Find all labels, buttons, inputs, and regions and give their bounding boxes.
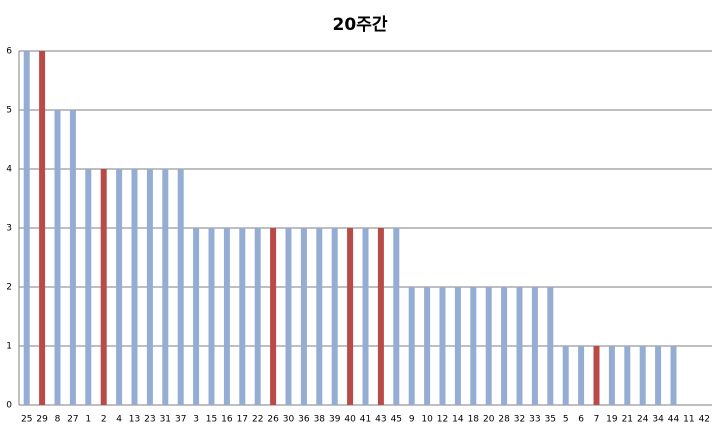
- x-tick-label: 45: [391, 415, 402, 425]
- bar: [470, 287, 477, 405]
- x-tick-label: 37: [175, 415, 186, 425]
- x-tick-label: 43: [375, 415, 386, 425]
- x-tick-label: 33: [529, 415, 540, 425]
- bar: [23, 51, 30, 405]
- bar: [439, 287, 446, 405]
- bar: [670, 346, 677, 405]
- bar: [639, 346, 646, 405]
- bar: [424, 287, 431, 405]
- bar: [624, 346, 631, 405]
- x-tick-label: 40: [344, 415, 356, 425]
- x-tick-label: 42: [699, 415, 710, 425]
- x-tick-label: 23: [144, 415, 155, 425]
- bar: [254, 228, 261, 405]
- bar: [501, 287, 508, 405]
- x-tick-label: 25: [21, 415, 32, 425]
- bar: [454, 287, 461, 405]
- bar: [239, 228, 246, 405]
- bar: [100, 169, 107, 405]
- chart-title: 20주간: [333, 15, 388, 35]
- bar: [193, 228, 200, 405]
- bar: [516, 287, 523, 405]
- x-tick-label: 28: [498, 415, 510, 425]
- x-tick-label: 9: [409, 415, 415, 425]
- bar: [393, 228, 400, 405]
- bar: [531, 287, 538, 405]
- x-tick-label: 15: [206, 415, 217, 425]
- bar: [593, 346, 600, 405]
- y-tick-label: 5: [6, 106, 12, 116]
- bar: [377, 228, 384, 405]
- x-tick-label: 22: [252, 415, 263, 425]
- x-tick-label: 41: [360, 415, 371, 425]
- bar: [39, 51, 46, 405]
- x-tick-label: 4: [116, 415, 122, 425]
- y-tick-label: 0: [6, 401, 12, 411]
- x-tick-label: 1: [85, 415, 91, 425]
- x-tick-label: 19: [606, 415, 618, 425]
- y-tick-label: 6: [6, 47, 12, 57]
- bar: [116, 169, 123, 405]
- bar: [54, 110, 61, 405]
- x-tick-label: 30: [283, 415, 295, 425]
- x-tick-label: 27: [67, 415, 78, 425]
- bar: [578, 346, 585, 405]
- bar: [177, 169, 184, 405]
- x-tick-label: 11: [683, 415, 694, 425]
- x-tick-label: 5: [563, 415, 569, 425]
- bar: [408, 287, 415, 405]
- x-tick-label: 24: [637, 415, 649, 425]
- x-tick-label: 7: [594, 415, 600, 425]
- bar: [162, 169, 169, 405]
- bar: [547, 287, 554, 405]
- bar: [608, 346, 615, 405]
- y-tick-label: 2: [6, 283, 12, 293]
- x-tick-label: 34: [652, 415, 664, 425]
- x-tick-label: 38: [314, 415, 326, 425]
- x-tick-label: 32: [514, 415, 525, 425]
- x-tick-label: 26: [267, 415, 279, 425]
- x-tick-label: 14: [452, 415, 464, 425]
- y-tick-label: 4: [6, 165, 12, 175]
- x-tick-label: 21: [622, 415, 633, 425]
- bar: [316, 228, 323, 405]
- x-tick-label: 8: [55, 415, 61, 425]
- y-tick-label: 1: [6, 342, 12, 352]
- x-tick-label: 12: [437, 415, 448, 425]
- bar: [146, 169, 153, 405]
- x-tick-label: 13: [129, 415, 140, 425]
- x-tick-label: 20: [483, 415, 495, 425]
- x-tick-label: 2: [101, 415, 107, 425]
- x-tick-label: 6: [578, 415, 584, 425]
- bar: [300, 228, 307, 405]
- bar: [69, 110, 76, 405]
- x-tick-label: 44: [668, 415, 680, 425]
- bar: [208, 228, 215, 405]
- x-tick-label: 29: [36, 415, 48, 425]
- bar: [270, 228, 277, 405]
- bar: [347, 228, 354, 405]
- x-tick-label: 36: [298, 415, 310, 425]
- bar: [362, 228, 369, 405]
- x-tick-label: 39: [329, 415, 341, 425]
- bar: [131, 169, 138, 405]
- x-tick-label: 35: [545, 415, 556, 425]
- y-tick-label: 3: [6, 224, 12, 234]
- x-tick-label: 16: [221, 415, 233, 425]
- bar: [655, 346, 662, 405]
- bar: [285, 228, 292, 405]
- bar: [485, 287, 492, 405]
- x-tick-label: 10: [421, 415, 433, 425]
- bar: [331, 228, 338, 405]
- x-tick-label: 31: [160, 415, 171, 425]
- bar: [562, 346, 569, 405]
- x-tick-label: 17: [237, 415, 248, 425]
- bar: [85, 169, 92, 405]
- x-tick-label: 18: [468, 415, 480, 425]
- bar: [223, 228, 230, 405]
- x-tick-label: 3: [193, 415, 199, 425]
